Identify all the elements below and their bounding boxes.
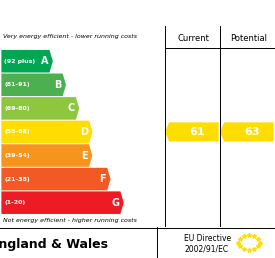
- Text: England & Wales: England & Wales: [0, 238, 109, 251]
- Polygon shape: [1, 97, 79, 120]
- Text: (69-80): (69-80): [4, 106, 30, 111]
- Text: B: B: [54, 80, 61, 90]
- Polygon shape: [1, 50, 53, 72]
- Text: D: D: [80, 127, 88, 137]
- Text: (21-38): (21-38): [4, 177, 30, 182]
- Text: Potential: Potential: [230, 34, 267, 43]
- Text: E: E: [81, 150, 88, 160]
- Text: (92 plus): (92 plus): [4, 59, 35, 64]
- Text: F: F: [99, 174, 106, 184]
- Text: 61: 61: [189, 127, 204, 137]
- Polygon shape: [1, 191, 124, 214]
- Polygon shape: [1, 121, 92, 143]
- Polygon shape: [220, 122, 274, 142]
- Text: (1-20): (1-20): [4, 200, 25, 205]
- Polygon shape: [1, 168, 111, 190]
- Text: A: A: [41, 56, 48, 66]
- Text: (55-68): (55-68): [4, 130, 30, 134]
- Polygon shape: [1, 74, 66, 96]
- Text: Energy Efficiency Rating: Energy Efficiency Rating: [42, 9, 233, 22]
- Text: 63: 63: [244, 127, 259, 137]
- Text: Very energy efficient - lower running costs: Very energy efficient - lower running co…: [3, 34, 137, 39]
- Text: EU Directive
2002/91/EC: EU Directive 2002/91/EC: [184, 234, 231, 254]
- Text: (81-91): (81-91): [4, 82, 30, 87]
- Text: Current: Current: [178, 34, 210, 43]
- Text: (39-54): (39-54): [4, 153, 30, 158]
- Polygon shape: [165, 122, 219, 142]
- Text: Not energy efficient - higher running costs: Not energy efficient - higher running co…: [3, 218, 137, 223]
- Text: G: G: [111, 198, 119, 208]
- Polygon shape: [1, 144, 92, 167]
- Text: C: C: [67, 103, 75, 113]
